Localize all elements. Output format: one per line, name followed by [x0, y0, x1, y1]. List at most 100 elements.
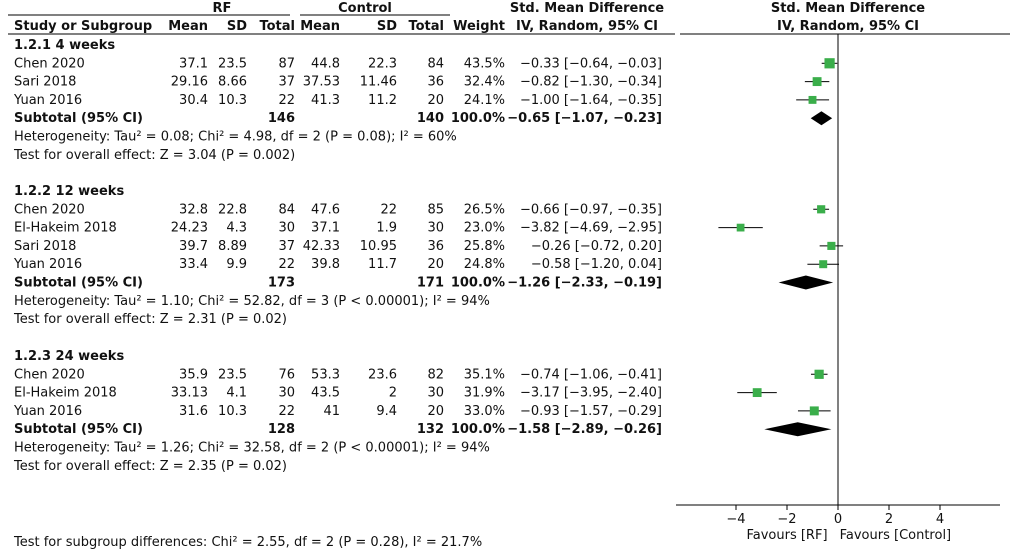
heterogeneity-text: Heterogeneity: Tau² = 0.08; Chi² = 4.98,…: [14, 130, 457, 145]
study-name: El-Hakeim 2018: [14, 221, 117, 236]
control-sd: 22.3: [368, 56, 397, 71]
header-control-total: Total: [408, 19, 444, 34]
weight: 43.5%: [464, 56, 505, 71]
ci-text: −1.00 [−1.64, −0.35]: [520, 93, 662, 108]
study-marker: [812, 77, 822, 87]
weight: 24.8%: [464, 257, 505, 272]
rf-mean: 33.4: [179, 257, 208, 272]
header-plot-title: Std. Mean Difference: [771, 1, 925, 16]
control-sd: 11.2: [368, 93, 397, 108]
control-mean: 43.5: [311, 386, 340, 401]
control-total: 85: [427, 202, 444, 217]
weight: 32.4%: [464, 75, 505, 90]
rf-sd: 4.1: [226, 386, 247, 401]
ci-text: −3.17 [−3.95, −2.40]: [520, 386, 662, 401]
ci-text: −0.26 [−0.72, 0.20]: [531, 239, 662, 254]
study-name: El-Hakeim 2018: [14, 386, 117, 401]
heterogeneity-text: Heterogeneity: Tau² = 1.10; Chi² = 52.82…: [14, 294, 490, 309]
weight: 33.0%: [464, 404, 505, 419]
ci-text: −0.58 [−1.20, 0.04]: [531, 257, 662, 272]
control-total: 82: [427, 367, 444, 382]
control-mean: 39.8: [311, 257, 340, 272]
subtotal-control-total: 132: [417, 422, 444, 437]
rf-mean: 37.1: [179, 56, 208, 71]
rf-mean: 24.23: [171, 221, 208, 236]
rf-mean: 30.4: [179, 93, 208, 108]
subtotal-rf-total: 173: [268, 276, 295, 291]
study-marker: [824, 58, 835, 69]
subtotal-diamond: [810, 111, 833, 126]
rf-mean: 39.7: [179, 239, 208, 254]
study-name: Yuan 2016: [13, 404, 82, 419]
study-marker: [808, 95, 817, 104]
x-tick-label: 4: [936, 512, 944, 527]
weight: 23.0%: [464, 221, 505, 236]
rf-total: 22: [278, 404, 295, 419]
control-total: 20: [427, 257, 444, 272]
study-marker: [736, 223, 745, 232]
rf-mean: 31.6: [179, 404, 208, 419]
weight: 31.9%: [464, 386, 505, 401]
rf-total: 37: [278, 239, 295, 254]
ci-text: −0.74 [−1.06, −0.41]: [520, 367, 662, 382]
subgroup-title: 1.2.2 12 weeks: [14, 184, 124, 199]
favours-right-label: Favours [Control]: [840, 528, 952, 543]
header-rf-group: RF: [213, 1, 232, 16]
rf-total: 22: [278, 93, 295, 108]
header-effect-col: Std. Mean Difference: [510, 1, 664, 16]
control-mean: 47.6: [311, 202, 340, 217]
rf-mean: 29.16: [171, 75, 208, 90]
subtotal-diamond: [778, 275, 834, 290]
study-marker: [752, 388, 762, 398]
x-tick-label: −2: [777, 512, 796, 527]
rf-total: 30: [278, 386, 295, 401]
header-rf-sd: SD: [227, 19, 247, 34]
study-marker: [817, 205, 826, 214]
ci-text: −0.93 [−1.57, −0.29]: [520, 404, 662, 419]
study-name: Sari 2018: [14, 239, 76, 254]
rf-sd: 10.3: [218, 93, 247, 108]
rf-total: 84: [278, 202, 295, 217]
subgroup-title: 1.2.3 24 weeks: [14, 349, 124, 364]
subtotal-weight: 100.0%: [451, 111, 505, 126]
header-effect-sub: IV, Random, 95% CI: [516, 19, 658, 34]
control-mean: 44.8: [311, 56, 340, 71]
control-sd: 11.46: [360, 75, 397, 90]
subtotal-label: Subtotal (95% CI): [14, 111, 143, 126]
overall-effect-text: Test for overall effect: Z = 2.31 (P = 0…: [13, 312, 287, 327]
ci-text: −0.33 [−0.64, −0.03]: [520, 56, 662, 71]
subtotal-weight: 100.0%: [451, 422, 505, 437]
study-marker: [809, 406, 819, 416]
subtotal-control-total: 140: [417, 111, 444, 126]
study-marker: [814, 369, 824, 379]
rf-sd: 9.9: [226, 257, 247, 272]
study-name: Chen 2020: [14, 56, 85, 71]
rf-sd: 23.5: [218, 56, 247, 71]
control-total: 20: [427, 93, 444, 108]
study-name: Chen 2020: [14, 367, 85, 382]
rf-total: 30: [278, 221, 295, 236]
header-rf-total: Total: [259, 19, 295, 34]
study-marker: [819, 260, 828, 269]
control-sd: 10.95: [360, 239, 397, 254]
study-marker: [827, 241, 836, 250]
rf-mean: 35.9: [179, 367, 208, 382]
control-total: 30: [427, 386, 444, 401]
ci-text: −0.82 [−1.30, −0.34]: [520, 75, 662, 90]
subtotal-weight: 100.0%: [451, 276, 505, 291]
rf-total: 87: [278, 56, 295, 71]
ci-text: −3.82 [−4.69, −2.95]: [520, 221, 662, 236]
study-name: Sari 2018: [14, 75, 76, 90]
header-control-sd: SD: [377, 19, 397, 34]
control-total: 36: [427, 239, 444, 254]
ci-text: −0.66 [−0.97, −0.35]: [520, 202, 662, 217]
subtotal-rf-total: 146: [268, 111, 295, 126]
x-tick-label: −4: [726, 512, 745, 527]
rf-sd: 8.66: [218, 75, 247, 90]
subtotal-ci-text: −1.58 [−2.89, −0.26]: [507, 422, 662, 437]
subgroup-title: 1.2.1 4 weeks: [14, 38, 115, 53]
control-mean: 53.3: [311, 367, 340, 382]
rf-sd: 8.89: [218, 239, 247, 254]
study-name: Yuan 2016: [13, 93, 82, 108]
